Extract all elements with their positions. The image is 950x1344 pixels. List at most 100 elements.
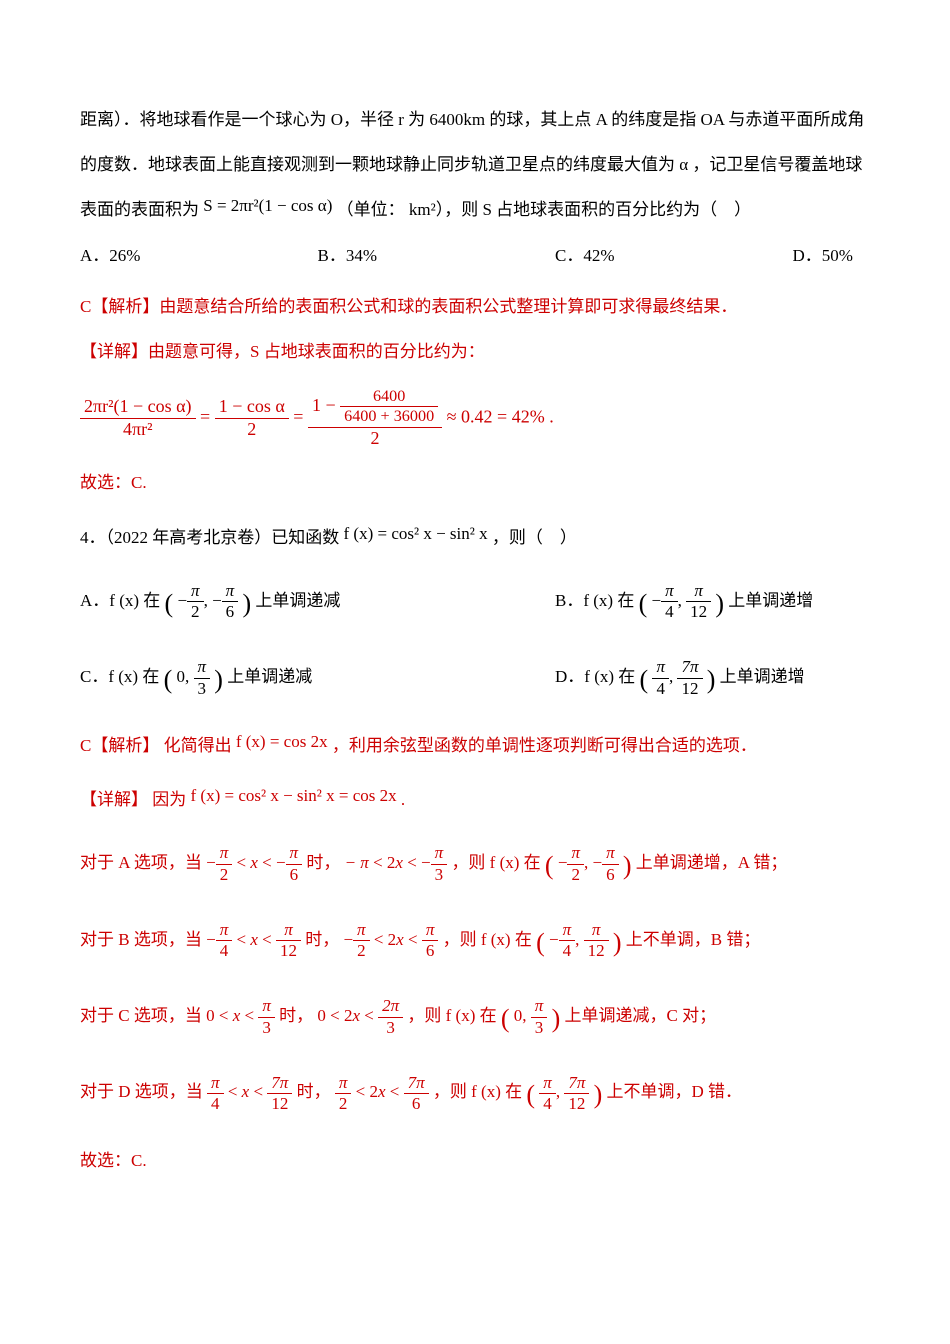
q4-opts-row1: A．f (x) 在 ( −π2, −π6 ) 上单调递减 B．f (x) 在 (… bbox=[80, 573, 950, 635]
d-ild: 4 bbox=[539, 1094, 556, 1114]
b-r1ln: π bbox=[216, 920, 233, 941]
q3-options: A．26% B．34% C．42% D．50% bbox=[80, 236, 950, 277]
b-ird: 12 bbox=[584, 941, 609, 961]
q4-detail: 【详解】 因为 f (x) = cos² x − sin² x = cos 2x… bbox=[80, 780, 950, 821]
q4-opt-d: D．f (x) 在 ( π4, 7π12 ) 上单调递增 bbox=[555, 649, 950, 711]
c-r1rd: 3 bbox=[258, 1018, 275, 1038]
a-suffix: 上单调递增，A 错； bbox=[636, 853, 788, 872]
c-suffix: 上单调递减，C 对； bbox=[564, 1006, 716, 1025]
b-r2ln: π bbox=[353, 920, 370, 941]
q4-opt-b: B．f (x) 在 ( −π4, π12 ) 上单调递增 bbox=[555, 573, 950, 635]
b-r2rn: π bbox=[422, 920, 439, 941]
q3-opt-c: C．42% bbox=[555, 236, 793, 277]
q4-b-dr: 12 bbox=[686, 602, 711, 622]
q3-calc-mnum: 1 − cos α bbox=[215, 396, 289, 419]
q4-optB-line: 对于 B 选项，当 −π4 < x < π12 时， −π2 < 2x < π6… bbox=[80, 912, 950, 974]
q3-calc-rden: 2 bbox=[308, 428, 442, 450]
q4-optC-line: 对于 C 选项，当 0 < x < π3 时， 0 < 2x < 2π3 ，则 … bbox=[80, 988, 950, 1050]
d-r2rn: 7π bbox=[404, 1073, 429, 1094]
d-r1ln: π bbox=[207, 1073, 224, 1094]
a-mid2: ，则 f (x) 在 bbox=[451, 853, 540, 872]
b-r2ld: 2 bbox=[353, 941, 370, 961]
q4-ans-formula: f (x) = cos 2x bbox=[236, 732, 328, 751]
q4-detail-formula: f (x) = cos² x − sin² x = cos 2x bbox=[191, 786, 397, 805]
q4-ans-label: C【解析】 bbox=[80, 736, 159, 755]
q3-conclusion: 故选：C. bbox=[80, 463, 950, 504]
c-r1rn: π bbox=[258, 996, 275, 1017]
q3-calc-ibot: 6400 + 36000 bbox=[340, 407, 438, 426]
q4-b-nl: π bbox=[661, 581, 678, 602]
q4-d-dr: 12 bbox=[677, 679, 702, 699]
q4-detail-prefix: 因为 bbox=[152, 790, 190, 809]
q3-opt-b: B．34% bbox=[318, 236, 556, 277]
q3-line3-prefix: 表面的表面积为 bbox=[80, 200, 203, 219]
d-r1rd: 12 bbox=[267, 1094, 292, 1114]
q3-detail-label: 【详解】 bbox=[80, 342, 148, 361]
a-irn: π bbox=[602, 843, 619, 864]
a-r2rn: π bbox=[431, 843, 448, 864]
q4-a-nl: π bbox=[187, 581, 204, 602]
q3-line1: 距离）．将地球看作是一个球心为 O，半径 r 为 6400km 的球，其上点 A… bbox=[80, 100, 950, 141]
b-suffix: 上不单调，B 错； bbox=[626, 930, 761, 949]
q3-calc-itop: 6400 bbox=[340, 387, 438, 407]
d-irn: 7π bbox=[564, 1073, 589, 1094]
b-iln: π bbox=[559, 920, 576, 941]
q3-opt-a: A．26% bbox=[80, 236, 318, 277]
q3-calc-mden: 2 bbox=[215, 419, 289, 441]
d-ird: 12 bbox=[564, 1094, 589, 1114]
d-mid1: 时， bbox=[297, 1082, 331, 1101]
q4-b-nr: π bbox=[686, 581, 711, 602]
d-mid2: ，则 f (x) 在 bbox=[433, 1082, 522, 1101]
q4-a-suffix: 上单调递减 bbox=[255, 591, 340, 610]
b-r2rd: 6 bbox=[422, 941, 439, 961]
q4-optA-line: 对于 A 选项，当 −π2 < x < −π6 时， − π < 2x < −π… bbox=[80, 835, 950, 897]
a-iln: π bbox=[567, 843, 584, 864]
q4-optD-line: 对于 D 选项，当 π4 < x < 7π12 时， π2 < 2x < 7π6… bbox=[80, 1064, 950, 1126]
q3-line2: 的度数．地球表面上能直接观测到一颗地球静止同步轨道卫星点的纬度最大值为 α ，记… bbox=[80, 145, 950, 186]
q4-a-prefix: A．f (x) 在 bbox=[80, 591, 160, 610]
q3-ans-label: C【解析】 bbox=[80, 297, 159, 316]
d-r1ld: 4 bbox=[207, 1094, 224, 1114]
q4-analysis: C【解析】 化简得出 f (x) = cos 2x ，利用余弦型函数的单调性逐项… bbox=[80, 726, 950, 767]
q4-b-suffix: 上单调递增 bbox=[728, 591, 813, 610]
c-r2rd: 3 bbox=[378, 1018, 403, 1038]
q3-ans-text: 由题意结合所给的表面积公式和球的表面积公式整理计算即可求得最终结果． bbox=[159, 297, 737, 316]
q4-d-dl: 4 bbox=[652, 679, 669, 699]
a-mid1: 时， bbox=[306, 853, 340, 872]
c-ird: 3 bbox=[531, 1018, 548, 1038]
c-mid1: 时， bbox=[279, 1006, 313, 1025]
a-r1rn: π bbox=[286, 843, 303, 864]
a-r1ld: 2 bbox=[216, 865, 233, 885]
q4-opt-c: C．f (x) 在 ( 0, π3 ) 上单调递减 bbox=[80, 649, 555, 711]
q4-d-prefix: D．f (x) 在 bbox=[555, 667, 635, 686]
q3-calc: 2πr²(1 − cos α) 4πr² = 1 − cos α 2 = 1 −… bbox=[80, 387, 950, 449]
q4-b-prefix: B．f (x) 在 bbox=[555, 591, 634, 610]
a-ird: 6 bbox=[602, 865, 619, 885]
q3-opt-d: D．50% bbox=[793, 236, 950, 277]
d-r1rn: 7π bbox=[267, 1073, 292, 1094]
q4-detail-suffix: . bbox=[401, 790, 405, 809]
q4-a-nr: π bbox=[222, 581, 239, 602]
q3-formula-S: S = 2πr²(1 − cos α) bbox=[203, 196, 332, 215]
c-r2rn: 2π bbox=[378, 996, 403, 1017]
b-mid2: ，则 f (x) 在 bbox=[443, 930, 532, 949]
q3-detail-text: 由题意可得，S 占地球表面积的百分比约为： bbox=[148, 342, 485, 361]
q4-conclusion: 故选：C. bbox=[80, 1141, 950, 1182]
q4-c-suffix: 上单调递减 bbox=[227, 667, 312, 686]
q4-a-dl: 2 bbox=[187, 602, 204, 622]
q4-stem-suffix: ，则（ ） bbox=[492, 528, 577, 547]
c-irn: π bbox=[531, 996, 548, 1017]
b-prefix: 对于 B 选项，当 bbox=[80, 930, 206, 949]
q4-opts-row2: C．f (x) 在 ( 0, π3 ) 上单调递减 D．f (x) 在 ( π4… bbox=[80, 649, 950, 711]
q4-d-nr: 7π bbox=[677, 657, 702, 678]
q3-detail: 【详解】由题意可得，S 占地球表面积的百分比约为： bbox=[80, 332, 950, 373]
a-r2rd: 3 bbox=[431, 865, 448, 885]
b-mid1: 时， bbox=[305, 930, 339, 949]
q4-c-n: π bbox=[194, 657, 211, 678]
q4-d-nl: π bbox=[652, 657, 669, 678]
q4-a-l-prefix: 对于 A 选项，当 bbox=[80, 853, 206, 872]
q4-stem-prefix: 4．（2022 年高考北京卷）已知函数 bbox=[80, 528, 344, 547]
q4-ans-prefix: 化简得出 bbox=[164, 736, 236, 755]
q4-a-dr: 6 bbox=[222, 602, 239, 622]
d-r2rd: 6 bbox=[404, 1094, 429, 1114]
